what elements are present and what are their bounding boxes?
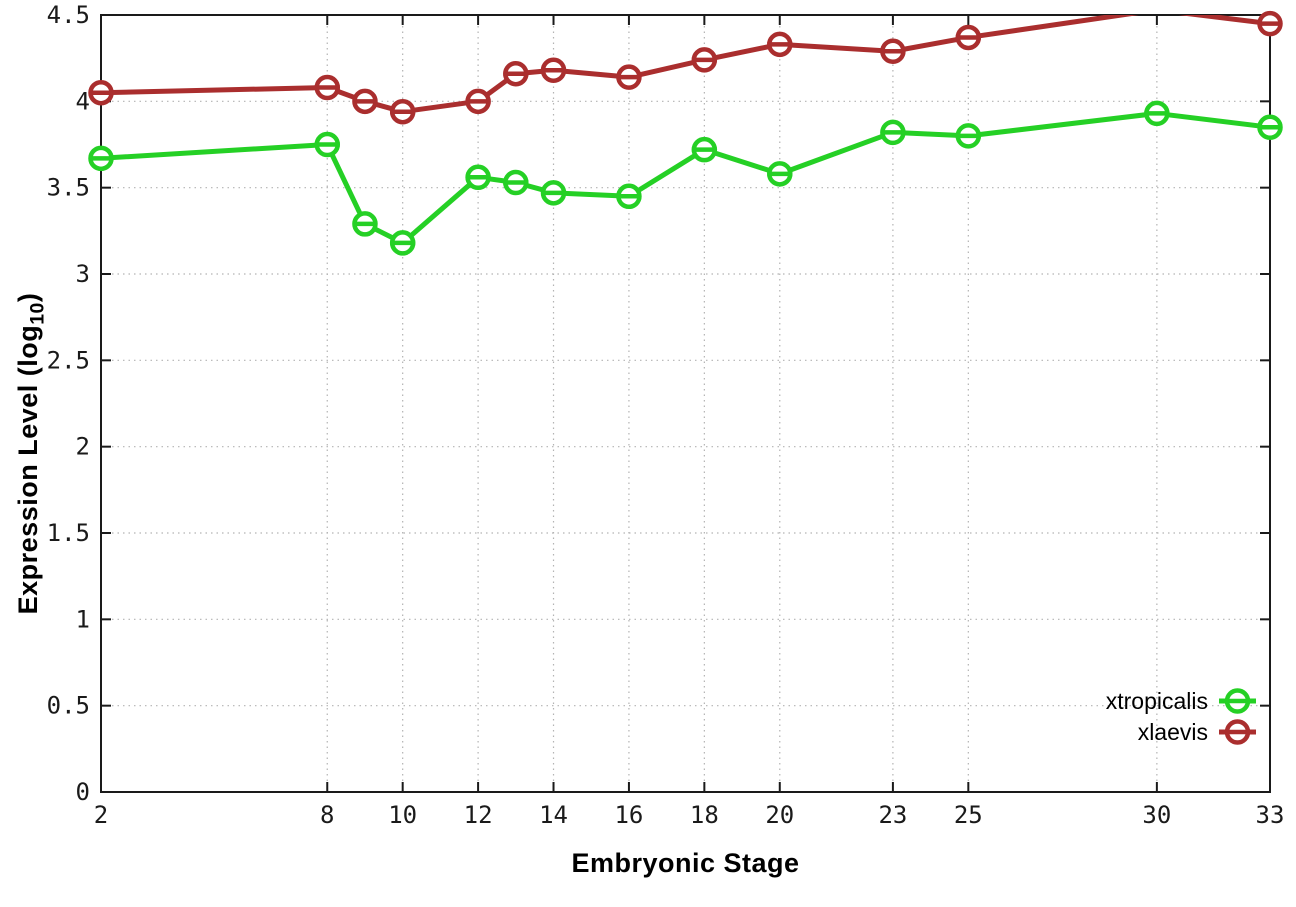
plot-border [100, 14, 1271, 793]
x-tick-label: 25 [954, 801, 983, 829]
series-markers-xlaevis [88, 10, 1283, 125]
y-tick-label: 1 [76, 605, 90, 633]
x-tick-label: 8 [320, 801, 334, 829]
y-tick-label: 3 [76, 260, 90, 288]
series-line-group-xlaevis [101, 15, 1270, 115]
series-markers-xtropicalis [88, 100, 1283, 256]
x-tick-label: 2 [94, 801, 108, 829]
x-tick-label: 14 [539, 801, 568, 829]
x-tick-label: 20 [765, 801, 794, 829]
series-line-group-xtropicalis [101, 110, 1270, 246]
legend-item-xlaevis: xlaevis [1138, 719, 1256, 745]
x-tick-label: 33 [1256, 801, 1285, 829]
legend-label: xlaevis [1138, 719, 1208, 745]
y-tick-label: 4 [76, 87, 90, 115]
y-tick-label: 0.5 [47, 692, 90, 720]
x-axis-title: Embryonic Stage [571, 848, 800, 878]
y-tick-label: 2.5 [47, 346, 90, 374]
x-tick-label: 18 [690, 801, 719, 829]
y-tick-label: 1.5 [47, 519, 90, 547]
y-axis-title-close: ) [13, 292, 43, 303]
y-tick-label: 2 [76, 433, 90, 461]
legend-label: xtropicalis [1106, 688, 1208, 714]
series-line-xtropicalis [101, 110, 1270, 246]
y-tick-label: 0 [76, 778, 90, 806]
legend: xtropicalis xlaevis [1106, 688, 1256, 745]
y-axis-title-text: Expression Level (log [13, 324, 43, 615]
x-tick-label: 16 [614, 801, 643, 829]
y-axis-title-subscript: 10 [26, 302, 49, 325]
x-tick-label: 30 [1142, 801, 1171, 829]
legend-item-xtropicalis: xtropicalis [1106, 688, 1256, 714]
x-tick-label: 23 [878, 801, 907, 829]
y-axis-title: Expression Level (log10) [0, 0, 56, 907]
x-tick-label: 12 [464, 801, 493, 829]
y-tick-label: 3.5 [47, 174, 90, 202]
x-tick-label: 10 [388, 801, 417, 829]
series-line-xlaevis [101, 15, 1270, 115]
y-tick-label: 4.5 [47, 1, 90, 29]
